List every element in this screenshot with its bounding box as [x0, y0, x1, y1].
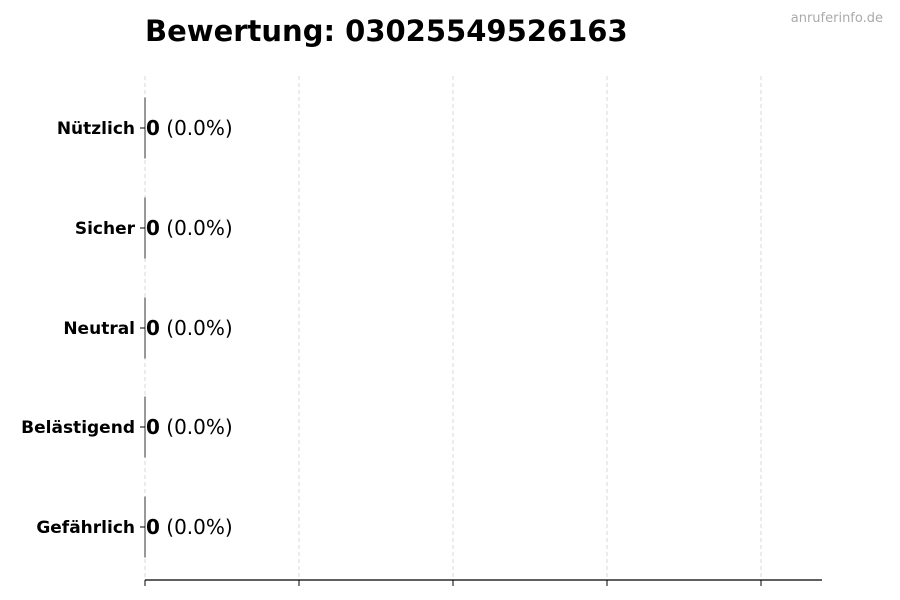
category-label: Belästigend — [21, 418, 135, 438]
data-label-percent: (0.0%) — [160, 316, 233, 340]
data-label-count: 0 — [146, 415, 160, 439]
data-label-percent: (0.0%) — [160, 116, 233, 140]
category-label: Sicher — [75, 219, 136, 239]
watermark: anruferinfo.de — [791, 11, 883, 26]
data-label-percent: (0.0%) — [160, 515, 233, 539]
data-label-percent: (0.0%) — [160, 216, 233, 240]
data-label-count: 0 — [146, 316, 160, 340]
data-label: 0 (0.0%) — [146, 216, 233, 240]
data-label-count: 0 — [146, 216, 160, 240]
category-label: Neutral — [63, 319, 135, 339]
category-label: Nützlich — [57, 119, 135, 139]
data-label-count: 0 — [146, 515, 160, 539]
data-label: 0 (0.0%) — [146, 415, 233, 439]
data-label: 0 (0.0%) — [146, 116, 233, 140]
data-label-percent: (0.0%) — [160, 415, 233, 439]
data-label-count: 0 — [146, 116, 160, 140]
data-label: 0 (0.0%) — [146, 316, 233, 340]
category-label: Gefährlich — [36, 518, 135, 538]
chart-title: Bewertung: 03025549526163 — [145, 14, 628, 48]
data-label: 0 (0.0%) — [146, 515, 233, 539]
